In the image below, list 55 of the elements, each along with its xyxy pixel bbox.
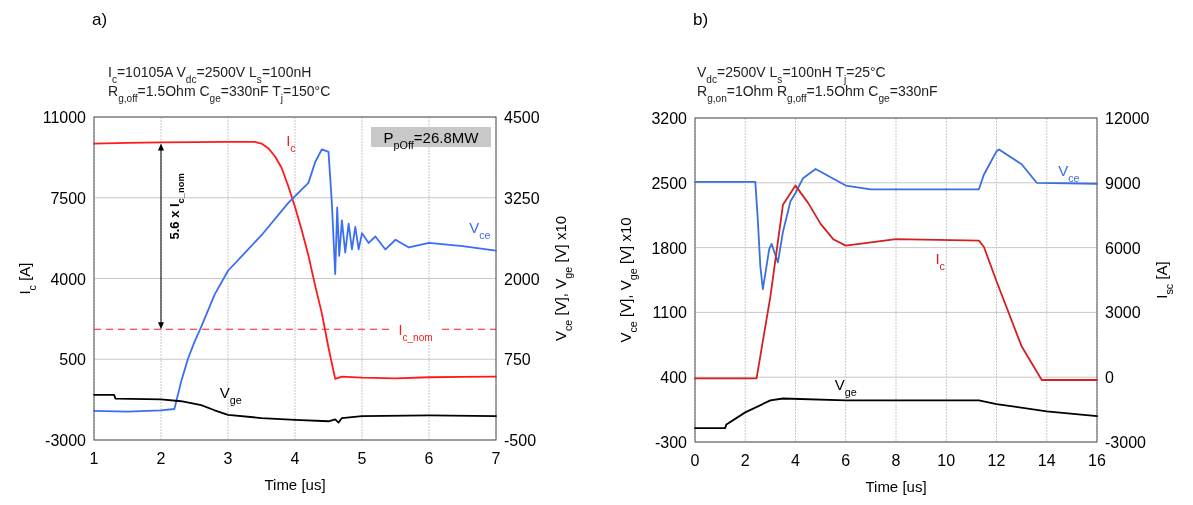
series-label: V$_{ce}$ xyxy=(1058,162,1080,185)
ref-line-label: I$_{c_nom}$ xyxy=(398,322,433,343)
chart-title: a) xyxy=(92,10,108,29)
x-tick-label: 4 xyxy=(290,450,300,467)
x-tick-label: 10 xyxy=(937,452,956,469)
y2-tick-label: -3000 xyxy=(1105,434,1147,451)
x-tick-label: 8 xyxy=(891,452,901,469)
annotation: P$_{pOff}$=26.8MW xyxy=(383,129,480,151)
y2-tick-label: 0 xyxy=(1105,369,1114,387)
x-tick-label: 16 xyxy=(1088,452,1106,469)
x-tick-label: 2 xyxy=(740,452,750,469)
y-tick-label: 11000 xyxy=(42,109,87,126)
y2-tick-label: 750 xyxy=(504,351,531,369)
y-tick-label: 3200 xyxy=(651,110,688,127)
series-label: V$_{ce}$ xyxy=(469,219,491,242)
y2-tick-label: 3000 xyxy=(1105,304,1141,322)
y2-tick-label: 6000 xyxy=(1105,239,1141,257)
x-tick-label: 7 xyxy=(491,450,501,467)
x-tick-label: 6 xyxy=(841,452,851,469)
y-tick-label: 2500 xyxy=(651,174,688,192)
x-tick-label: 3 xyxy=(223,450,233,467)
x-tick-label: 6 xyxy=(424,450,434,467)
text: I$_{c}$=10105A V$_{dc}$=2500V L$_{s}$=100nH R$_{g,off}$=1.5Ohm C$_{ge}$=330nF T$_{j}$=150°C xyxy=(108,64,331,104)
line-series xyxy=(694,397,1098,430)
y2-tick-label: 12000 xyxy=(1105,110,1150,127)
series-label: V$_{ge}$ xyxy=(834,376,857,399)
x-tick-label: 1 xyxy=(89,450,99,467)
y2-tick-label: -500 xyxy=(504,432,537,449)
line-series xyxy=(694,148,1098,291)
y2-tick-label: 4500 xyxy=(504,109,540,126)
y-tick-label: 500 xyxy=(59,351,87,369)
y-tick-label: 7500 xyxy=(50,189,87,207)
chart-title: b) xyxy=(693,10,709,29)
y-tick-label: -300 xyxy=(654,434,688,451)
x-tick-label: 12 xyxy=(987,452,1006,469)
y2-tick-label: 2000 xyxy=(504,270,540,288)
x-tick-label: 0 xyxy=(690,452,700,469)
y-tick-label: 1800 xyxy=(651,239,688,257)
y-tick-label: 400 xyxy=(660,369,688,387)
series-label: I$_{c}$ xyxy=(286,132,297,155)
y2-tick-label: 9000 xyxy=(1105,174,1141,192)
x-axis-title: Time [us] xyxy=(865,478,927,495)
x-tick-label: 14 xyxy=(1037,452,1056,469)
y-tick-label: -3000 xyxy=(45,432,87,449)
line-series xyxy=(694,184,1098,381)
x-tick-label: 5 xyxy=(357,450,367,467)
y2-tick-label: 3250 xyxy=(504,189,540,207)
x-axis-title: Time [us] xyxy=(264,476,326,493)
y-tick-label: 1100 xyxy=(652,304,688,322)
text: V$_{dc}$=2500V L$_{s}$=100nH T$_{j}$=25°C R$_{g,on}$=1Ohm R$_{g,off}$=1.5Ohm C$_{ge}$=330nF xyxy=(697,64,938,104)
x-tick-label: 2 xyxy=(156,450,166,467)
series-label: I$_{c}$ xyxy=(935,249,946,272)
x-tick-label: 4 xyxy=(791,452,801,469)
y-tick-label: 4000 xyxy=(50,270,87,288)
series-label: V$_{ge}$ xyxy=(219,384,242,407)
